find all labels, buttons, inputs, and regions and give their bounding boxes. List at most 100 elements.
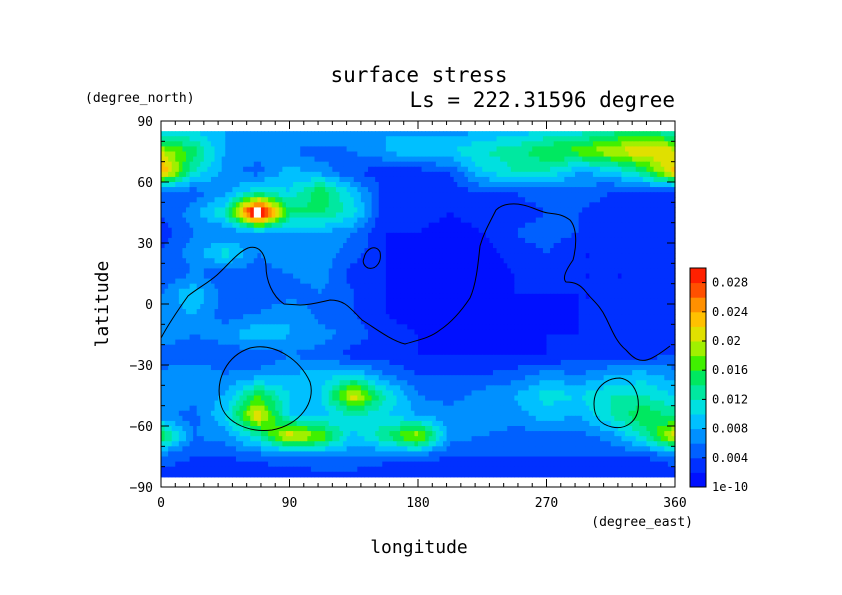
- heat-cell: [189, 227, 194, 234]
- heat-cell: [228, 207, 233, 214]
- heat-cell: [343, 273, 348, 280]
- heat-cell: [592, 273, 598, 280]
- heat-cell: [482, 258, 487, 264]
- heat-cell: [335, 171, 341, 178]
- heat-cell: [492, 268, 498, 275]
- heat-cell: [321, 217, 326, 224]
- heat-cell: [403, 166, 408, 173]
- heat-cell: [596, 192, 601, 198]
- heat-cell: [357, 243, 362, 249]
- heat-cell: [667, 131, 673, 137]
- heat-cell: [614, 288, 619, 295]
- heat-cell: [193, 253, 198, 259]
- heat-cell: [246, 207, 251, 214]
- heat-cell: [585, 222, 590, 229]
- heat-cell: [185, 232, 191, 239]
- heat-cell: [260, 263, 266, 270]
- heat-cell: [393, 253, 398, 259]
- heat-cell: [435, 293, 441, 300]
- heat-cell: [617, 136, 623, 142]
- heat-cell: [325, 278, 330, 285]
- heat-cell: [318, 187, 323, 193]
- heat-cell: [307, 222, 312, 229]
- heat-cell: [364, 131, 369, 137]
- heat-cell: [307, 268, 312, 275]
- heat-cell: [621, 156, 626, 163]
- heat-cell: [364, 253, 369, 259]
- heat-cell: [439, 161, 444, 168]
- heat-cell: [478, 212, 483, 219]
- heat-cell: [264, 258, 269, 264]
- heat-cell: [253, 232, 258, 239]
- heat-cell: [667, 243, 673, 249]
- heat-cell: [635, 151, 640, 158]
- heat-cell: [396, 192, 401, 198]
- heat-cell: [425, 288, 430, 295]
- heat-cell: [346, 197, 351, 203]
- heat-cell: [500, 248, 505, 254]
- heat-cell: [289, 232, 294, 239]
- heat-cell: [478, 182, 483, 188]
- heat-cell: [485, 293, 490, 300]
- heat-cell: [432, 237, 437, 244]
- heat-cell: [478, 171, 483, 178]
- heat-cell: [539, 217, 544, 224]
- heat-cell: [164, 288, 169, 295]
- heat-cell: [228, 273, 233, 280]
- heat-cell: [557, 151, 562, 158]
- heat-cell: [492, 243, 498, 249]
- heat-cell: [389, 222, 394, 229]
- heat-cell: [628, 156, 633, 163]
- heat-cell: [214, 278, 219, 285]
- heat-cell: [171, 258, 176, 264]
- heat-cell: [596, 222, 601, 229]
- heat-cell: [343, 227, 348, 234]
- heat-cell: [307, 304, 312, 310]
- heat-cell: [607, 182, 612, 188]
- heat-cell: [339, 232, 344, 239]
- heat-cell: [653, 202, 658, 209]
- heat-cell: [175, 288, 180, 295]
- heat-cell: [460, 156, 465, 163]
- heat-cell: [300, 156, 305, 163]
- heat-cell: [357, 197, 362, 203]
- heat-cell: [393, 202, 398, 209]
- heat-cell: [425, 293, 430, 300]
- heat-cell: [607, 202, 612, 209]
- heat-cell: [582, 156, 587, 163]
- heat-cell: [450, 202, 455, 209]
- heat-cell: [393, 182, 398, 188]
- heat-cell: [393, 136, 398, 142]
- heat-cell: [321, 288, 326, 295]
- heat-cell: [507, 192, 512, 198]
- heat-cell: [578, 212, 583, 219]
- heat-cell: [610, 141, 615, 148]
- heat-cell: [378, 161, 383, 168]
- heat-cell: [289, 293, 294, 300]
- heat-cell: [585, 197, 590, 203]
- heat-cell: [218, 263, 223, 270]
- heat-cell: [278, 268, 283, 275]
- heat-cell: [667, 258, 673, 264]
- heat-cell: [514, 136, 519, 142]
- heat-cell: [535, 151, 540, 158]
- heat-cell: [460, 293, 465, 300]
- heat-cell: [650, 237, 655, 244]
- heat-cell: [525, 166, 530, 173]
- heat-cell: [439, 304, 444, 310]
- heat-cell: [228, 283, 233, 290]
- heat-cell: [332, 171, 337, 178]
- heat-cell: [532, 298, 537, 305]
- heat-cell: [414, 182, 419, 188]
- heat-cell: [542, 232, 548, 239]
- heat-cell: [343, 171, 348, 178]
- heat-cell: [635, 171, 640, 178]
- heat-cell: [275, 293, 280, 300]
- heat-cell: [368, 248, 373, 254]
- heat-cell: [435, 278, 441, 285]
- heat-cell: [200, 212, 205, 219]
- heat-cell: [207, 293, 212, 300]
- heat-cell: [571, 187, 576, 193]
- heat-cell: [203, 212, 208, 219]
- heat-cell: [532, 156, 537, 163]
